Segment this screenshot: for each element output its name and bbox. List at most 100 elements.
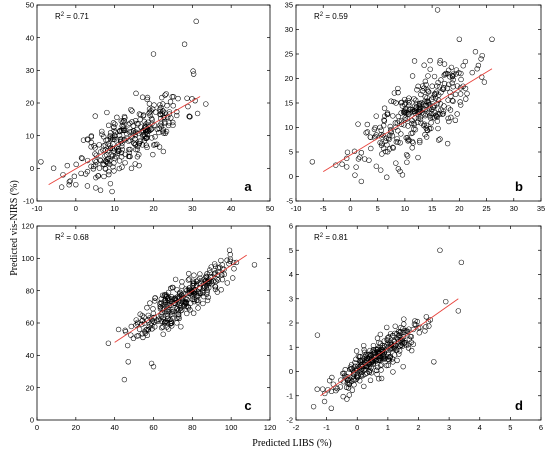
data-point bbox=[325, 387, 331, 393]
x-tick-label: 5 bbox=[508, 423, 512, 432]
data-point bbox=[417, 104, 424, 110]
data-point bbox=[214, 289, 221, 295]
data-point bbox=[417, 139, 423, 146]
data-point bbox=[88, 139, 95, 146]
panel-letter: b bbox=[515, 179, 523, 194]
data-point bbox=[120, 123, 127, 130]
data-point bbox=[366, 364, 372, 370]
data-point bbox=[348, 362, 355, 368]
data-point bbox=[128, 323, 134, 330]
data-point bbox=[73, 161, 79, 168]
data-point bbox=[438, 107, 444, 113]
data-point bbox=[453, 71, 459, 77]
data-point bbox=[170, 119, 176, 126]
data-point bbox=[107, 146, 114, 152]
data-point bbox=[84, 168, 91, 175]
data-point bbox=[92, 162, 99, 168]
data-point bbox=[146, 324, 152, 330]
data-point bbox=[162, 130, 168, 136]
data-point bbox=[160, 148, 167, 155]
data-point bbox=[124, 342, 131, 349]
data-point bbox=[426, 323, 432, 329]
x-tick-label: -5 bbox=[320, 204, 327, 213]
data-point bbox=[101, 173, 107, 180]
data-point bbox=[85, 137, 91, 143]
data-point bbox=[151, 319, 157, 325]
data-point bbox=[138, 112, 144, 118]
x-tick-label: 1 bbox=[386, 423, 390, 432]
data-point bbox=[437, 247, 443, 253]
data-point bbox=[128, 106, 134, 113]
data-point bbox=[160, 331, 166, 337]
data-point bbox=[133, 90, 139, 97]
data-point bbox=[350, 373, 356, 380]
y-tick-label: 30 bbox=[26, 66, 34, 75]
data-point bbox=[355, 156, 362, 162]
data-point bbox=[415, 83, 421, 90]
data-point bbox=[387, 127, 394, 133]
data-point bbox=[97, 187, 104, 193]
data-point bbox=[149, 135, 155, 141]
data-point bbox=[413, 321, 419, 328]
fit-line bbox=[322, 68, 493, 172]
data-point bbox=[165, 122, 172, 129]
data-point bbox=[386, 136, 392, 143]
data-point bbox=[427, 57, 433, 64]
x-tick-label: 100 bbox=[225, 423, 238, 432]
data-point bbox=[401, 316, 407, 322]
data-point bbox=[152, 134, 158, 140]
data-point bbox=[399, 340, 405, 346]
data-point bbox=[102, 142, 108, 148]
data-point bbox=[368, 145, 374, 152]
x-tick-label: 40 bbox=[110, 423, 118, 432]
data-point bbox=[202, 283, 208, 290]
data-point bbox=[165, 308, 172, 315]
data-point bbox=[71, 173, 78, 179]
data-point bbox=[144, 96, 150, 103]
data-point bbox=[428, 120, 434, 126]
data-point bbox=[152, 295, 158, 301]
data-point bbox=[344, 149, 351, 155]
data-point bbox=[185, 277, 192, 283]
data-point bbox=[321, 398, 328, 405]
data-point bbox=[412, 103, 418, 109]
data-point bbox=[435, 106, 441, 112]
data-point bbox=[413, 97, 419, 103]
data-point bbox=[162, 92, 168, 98]
data-point bbox=[184, 310, 190, 317]
data-point bbox=[194, 110, 201, 117]
data-point bbox=[309, 159, 316, 165]
data-point bbox=[346, 379, 353, 386]
data-point bbox=[147, 109, 153, 115]
data-point bbox=[357, 358, 364, 364]
data-point bbox=[434, 7, 441, 13]
data-point bbox=[384, 324, 390, 331]
data-point bbox=[182, 300, 189, 306]
data-point bbox=[400, 363, 406, 370]
data-point bbox=[117, 128, 123, 134]
y-tick-label: 5 bbox=[289, 148, 293, 157]
data-point bbox=[401, 96, 408, 103]
data-point bbox=[404, 135, 411, 141]
data-point bbox=[392, 323, 398, 329]
data-point bbox=[397, 140, 403, 146]
data-point bbox=[159, 292, 166, 298]
data-point bbox=[391, 90, 398, 96]
data-point bbox=[390, 144, 396, 151]
data-point bbox=[163, 318, 169, 324]
data-point bbox=[172, 276, 179, 283]
data-point bbox=[344, 164, 350, 170]
data-point bbox=[441, 80, 448, 87]
data-point bbox=[88, 144, 94, 150]
data-point bbox=[148, 360, 155, 367]
data-point bbox=[170, 94, 177, 100]
data-point bbox=[427, 115, 434, 121]
data-point bbox=[435, 137, 442, 143]
data-point bbox=[224, 257, 230, 263]
data-point bbox=[129, 108, 135, 114]
data-point bbox=[156, 144, 163, 150]
data-point bbox=[166, 120, 172, 126]
x-tick-label: 20 bbox=[149, 204, 157, 213]
data-point bbox=[200, 300, 206, 307]
data-point bbox=[364, 370, 370, 376]
